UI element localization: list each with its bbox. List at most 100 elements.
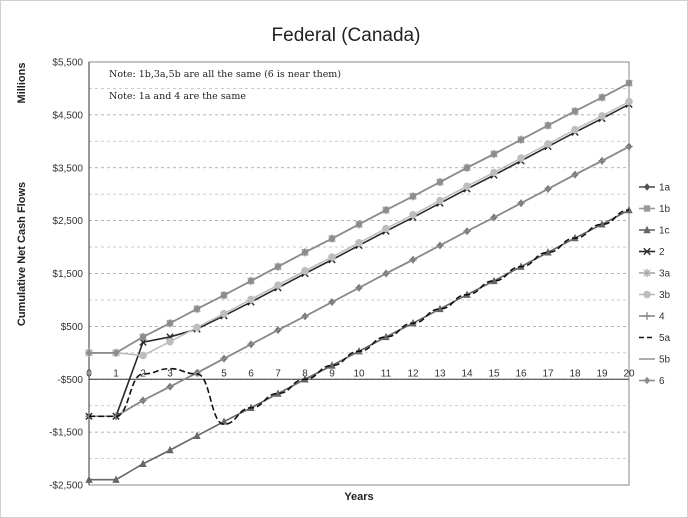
data-point bbox=[409, 211, 417, 219]
data-point bbox=[139, 351, 147, 360]
data-point bbox=[382, 332, 390, 341]
legend-item-6: 6 bbox=[639, 376, 665, 387]
data-point bbox=[544, 140, 552, 148]
x-tick-label: 19 bbox=[596, 368, 608, 379]
x-tick-label: 16 bbox=[515, 368, 527, 379]
legend-item-1a: 1a bbox=[639, 183, 671, 194]
x-tick-label: 12 bbox=[407, 368, 419, 379]
y-tick-label: $5,500 bbox=[52, 58, 83, 69]
y-tick-label: $500 bbox=[61, 322, 84, 333]
data-point bbox=[571, 170, 579, 179]
chart-note-1: Note: 1b,3a,5b are all the same (6 is ne… bbox=[109, 69, 341, 80]
legend-item-3b: 3b bbox=[639, 290, 671, 301]
data-point bbox=[247, 277, 255, 285]
legend-label: 1c bbox=[659, 226, 670, 237]
data-point bbox=[643, 247, 651, 256]
legend-item-5b: 5b bbox=[639, 355, 671, 366]
data-point bbox=[598, 220, 606, 228]
data-point bbox=[571, 125, 579, 134]
y-tick-label: $2,500 bbox=[52, 216, 83, 227]
legend-label: 2 bbox=[659, 247, 665, 258]
data-point bbox=[544, 121, 552, 130]
series-5a bbox=[89, 209, 630, 425]
data-point bbox=[166, 319, 174, 328]
data-point bbox=[139, 338, 147, 346]
series-4 bbox=[85, 142, 633, 420]
legend-label: 6 bbox=[659, 376, 665, 387]
chart-note-2: Note: 1a and 4 are the same bbox=[109, 91, 246, 102]
data-point bbox=[643, 290, 651, 299]
data-point bbox=[274, 389, 282, 397]
data-point bbox=[328, 253, 336, 261]
data-point bbox=[436, 241, 444, 250]
x-axis-label: Years bbox=[344, 491, 373, 503]
x-tick-label: 8 bbox=[302, 368, 308, 379]
data-point bbox=[274, 281, 282, 289]
data-point bbox=[409, 192, 417, 201]
units-label: Millions bbox=[16, 63, 28, 104]
data-point bbox=[571, 107, 579, 115]
data-point bbox=[544, 248, 552, 256]
data-point bbox=[436, 304, 444, 313]
data-point bbox=[598, 157, 606, 165]
series-line bbox=[89, 209, 630, 425]
data-point bbox=[490, 150, 498, 158]
data-point bbox=[85, 475, 93, 483]
data-point bbox=[301, 267, 309, 275]
data-point bbox=[463, 182, 471, 191]
legend-item-1c: 1c bbox=[639, 226, 670, 237]
y-tick-label: -$1,500 bbox=[49, 428, 83, 439]
data-point bbox=[355, 220, 363, 229]
data-point bbox=[328, 298, 336, 306]
data-point bbox=[85, 349, 93, 357]
data-point bbox=[274, 326, 282, 334]
x-tick-label: 5 bbox=[221, 368, 227, 379]
data-point bbox=[274, 262, 282, 271]
x-tick-label: 0 bbox=[86, 368, 92, 379]
data-point bbox=[193, 305, 201, 313]
data-point bbox=[139, 459, 147, 468]
y-tick-label: -$2,500 bbox=[49, 481, 83, 492]
x-tick-label: 17 bbox=[542, 368, 554, 379]
data-point bbox=[166, 382, 174, 391]
data-point bbox=[355, 239, 363, 247]
data-point bbox=[643, 183, 651, 191]
chart-title: Federal (Canada) bbox=[272, 25, 421, 46]
data-point bbox=[598, 112, 606, 120]
data-point bbox=[517, 154, 525, 163]
data-point bbox=[247, 295, 255, 304]
data-point bbox=[643, 376, 651, 385]
series-3b bbox=[85, 97, 633, 360]
x-tick-label: 1 bbox=[113, 368, 119, 379]
y-tick-label: -$500 bbox=[57, 375, 83, 386]
x-tick-label: 13 bbox=[434, 368, 446, 379]
legend: 1a 1b 1c 2 3a 3b 4 5a 5b 6 bbox=[639, 183, 671, 387]
data-point bbox=[463, 163, 471, 172]
data-point bbox=[301, 312, 309, 321]
data-point bbox=[382, 269, 390, 278]
y-tick-label: $1,500 bbox=[52, 269, 83, 280]
data-point bbox=[490, 276, 498, 285]
data-point bbox=[247, 340, 255, 349]
data-point bbox=[220, 354, 228, 363]
legend-label: 3b bbox=[659, 290, 671, 301]
legend-item-1b: 1b bbox=[639, 204, 671, 215]
legend-label: 4 bbox=[659, 312, 665, 323]
data-point bbox=[328, 361, 336, 369]
data-point bbox=[112, 475, 120, 483]
legend-label: 1a bbox=[659, 183, 671, 194]
legend-item-2: 2 bbox=[639, 247, 665, 258]
data-point bbox=[463, 227, 471, 235]
legend-label: 1b bbox=[659, 204, 671, 215]
data-point bbox=[355, 284, 363, 292]
data-point bbox=[409, 256, 417, 264]
x-tick-label: 6 bbox=[248, 368, 254, 379]
x-tick-label: 11 bbox=[381, 368, 392, 379]
x-tick-label: 14 bbox=[461, 368, 473, 379]
y-tick-label: $3,500 bbox=[52, 163, 83, 174]
y-tick-label: $4,500 bbox=[52, 110, 83, 121]
data-point bbox=[598, 93, 606, 102]
data-point bbox=[220, 291, 228, 299]
